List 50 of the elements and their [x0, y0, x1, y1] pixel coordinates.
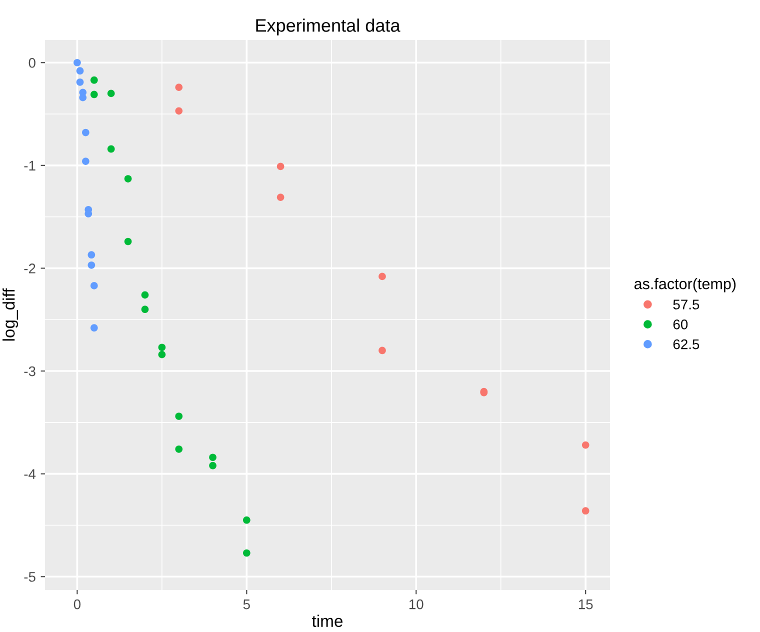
- point: [90, 90, 98, 98]
- point: [124, 175, 132, 182]
- y-tick-label: 0: [28, 58, 36, 68]
- point: [82, 158, 90, 165]
- point: [175, 107, 183, 115]
- point: [90, 324, 98, 332]
- point: [158, 344, 166, 352]
- y-tick-label: -2: [24, 264, 36, 274]
- point: [82, 128, 90, 136]
- x-tick-label: 15: [578, 600, 593, 610]
- point: [242, 549, 250, 557]
- legend-title: as.factor(temp): [634, 278, 736, 292]
- y-tick-label: -3: [24, 366, 36, 376]
- point: [76, 78, 84, 86]
- point: [90, 76, 98, 84]
- point: [378, 346, 386, 354]
- point: [276, 194, 284, 201]
- point: [141, 306, 149, 314]
- point: [124, 238, 132, 246]
- point: [582, 507, 590, 515]
- chart-title: Experimental data: [256, 18, 400, 36]
- point: [209, 454, 216, 462]
- legend-label: 62.5: [673, 339, 700, 350]
- point: [90, 282, 98, 290]
- point: [242, 516, 250, 524]
- point: [107, 145, 115, 153]
- point: [209, 462, 216, 470]
- point: [175, 445, 183, 453]
- point: [582, 441, 590, 449]
- y-tick-label: -1: [24, 160, 36, 170]
- x-tick-label: 10: [409, 599, 424, 610]
- point: [76, 67, 84, 75]
- y-axis-title: log_diff: [2, 288, 18, 341]
- point: [88, 261, 96, 269]
- point: [88, 251, 96, 259]
- point: [378, 272, 386, 280]
- x-axis-title: time: [312, 614, 343, 627]
- y-tick-label: -4: [24, 469, 36, 479]
- x-tick-label: 5: [243, 600, 250, 610]
- legend-label: 60: [673, 319, 688, 330]
- point: [107, 90, 115, 98]
- point: [175, 84, 183, 91]
- point: [276, 162, 284, 170]
- point: [175, 412, 183, 420]
- legend-label: 57.5: [673, 300, 700, 310]
- point: [158, 350, 166, 358]
- y-tick-label: -5: [24, 572, 36, 582]
- x-tick-label: 0: [74, 599, 81, 610]
- point: [74, 58, 81, 66]
- point: [141, 291, 149, 299]
